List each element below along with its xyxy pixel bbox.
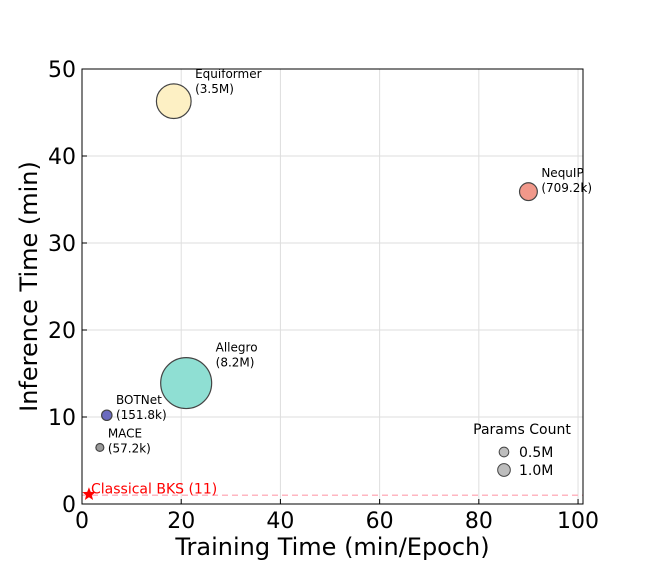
point-allegro bbox=[160, 356, 213, 410]
x-tick-label: 80 bbox=[465, 509, 493, 534]
data-points bbox=[95, 83, 538, 453]
point-name-label: NequIP bbox=[541, 166, 583, 180]
y-axis-ticks: 0 10 20 30 40 50 bbox=[48, 58, 87, 518]
point-params-label: (151.8k) bbox=[116, 408, 167, 422]
point-equiformer bbox=[155, 83, 192, 120]
x-tick-label: 20 bbox=[167, 509, 195, 534]
legend-size-marker bbox=[497, 463, 511, 477]
baseline-star-marker bbox=[82, 487, 96, 500]
point-params-label: (709.2k) bbox=[541, 181, 592, 195]
legend-entry-label: 0.5M bbox=[519, 445, 553, 461]
point-nequip bbox=[518, 182, 538, 202]
point-params-label: (57.2k) bbox=[108, 441, 151, 455]
point-name-label: Allegro bbox=[216, 341, 258, 355]
point-params-label: (8.2M) bbox=[216, 356, 255, 370]
x-tick-label: 100 bbox=[557, 509, 599, 534]
plot-frame bbox=[81, 68, 584, 505]
point-mace bbox=[95, 442, 105, 453]
y-tick-label: 50 bbox=[48, 58, 76, 83]
point-name-label: BOTNet bbox=[116, 393, 162, 407]
grid bbox=[82, 69, 583, 504]
point-labels: Equiformer(3.5M) NequIP(709.2k) Allegro(8.… bbox=[108, 67, 592, 456]
x-axis-label: Training Time (min/Epoch) bbox=[174, 533, 489, 561]
y-tick-label: 20 bbox=[48, 319, 76, 344]
point-name-label: Equiformer bbox=[195, 67, 262, 81]
point-params-label: (3.5M) bbox=[195, 82, 234, 96]
y-axis-label: Inference Time (min) bbox=[15, 161, 43, 412]
x-tick-label: 40 bbox=[266, 509, 294, 534]
y-tick-label: 30 bbox=[48, 232, 76, 257]
point-botnet bbox=[101, 409, 113, 422]
legend-entry-label: 1.0M bbox=[519, 463, 553, 479]
legend-title: Params Count bbox=[473, 422, 571, 438]
point-name-label: MACE bbox=[108, 426, 142, 440]
y-tick-label: 40 bbox=[48, 145, 76, 170]
legend-size-marker bbox=[498, 446, 510, 458]
y-tick-label: 10 bbox=[48, 406, 76, 431]
x-axis-ticks: 0 20 40 60 80 100 bbox=[75, 499, 599, 534]
x-tick-label: 60 bbox=[366, 509, 394, 534]
baseline-label: Classical BKS (11) bbox=[91, 481, 217, 497]
legend: Params Count 0.5M 1.0M bbox=[473, 422, 571, 479]
y-tick-label: 0 bbox=[62, 493, 76, 518]
x-tick-label: 0 bbox=[75, 509, 89, 534]
